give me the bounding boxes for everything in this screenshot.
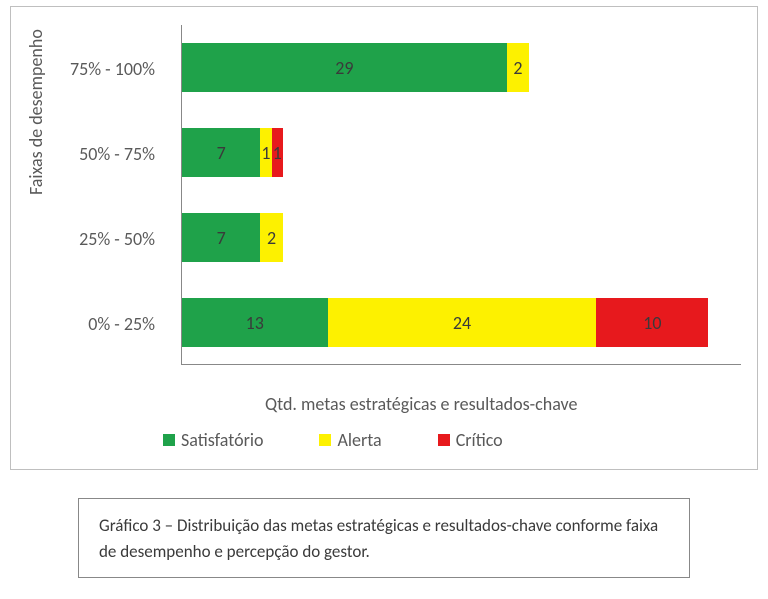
bar-segment-alerta: 2 <box>260 213 282 262</box>
category-label: 50% - 75% <box>35 143 155 165</box>
x-axis-title: Qtd. metas estratégicas e resultados-cha… <box>265 393 577 415</box>
legend-item: Alerta <box>319 429 381 451</box>
legend-label: Alerta <box>337 429 381 451</box>
legend-label: Crítico <box>456 429 503 451</box>
bar-segment-alerta: 2 <box>507 43 529 92</box>
bar-segment-alerta: 24 <box>328 298 597 347</box>
chart-row: 75% - 100%292 <box>182 25 741 110</box>
caption-text: Gráfico 3 – Distribuição das metas estra… <box>99 515 658 562</box>
legend-label: Satisfatório <box>181 429 263 451</box>
plot-area: 75% - 100%29250% - 75%71125% - 50%720% -… <box>181 25 741 365</box>
bar-group: 292 <box>182 43 529 92</box>
y-axis-title: Faixas de desempenho <box>25 29 47 195</box>
bar-group: 132410 <box>182 298 708 347</box>
chart-row: 0% - 25%132410 <box>182 280 741 365</box>
caption-prefix: Gráfico 3 – <box>99 515 177 536</box>
legend-swatch-icon <box>319 434 331 446</box>
chart-frame: Faixas de desempenho 75% - 100%29250% - … <box>10 6 758 470</box>
legend-swatch-icon <box>163 434 175 446</box>
chart-row: 25% - 50%72 <box>182 195 741 280</box>
bar-segment-crítico: 1 <box>272 128 283 177</box>
bar-segment-satisfatório: 7 <box>182 213 260 262</box>
bar-group: 711 <box>182 128 283 177</box>
category-label: 25% - 50% <box>35 228 155 250</box>
category-label: 75% - 100% <box>35 58 155 80</box>
legend-swatch-icon <box>438 434 450 446</box>
bar-segment-satisfatório: 7 <box>182 128 260 177</box>
bar-group: 72 <box>182 213 283 262</box>
chart-row: 50% - 75%711 <box>182 110 741 195</box>
bar-segment-satisfatório: 29 <box>182 43 507 92</box>
category-label: 0% - 25% <box>35 313 155 335</box>
caption-box: Gráfico 3 – Distribuição das metas estra… <box>78 498 690 578</box>
caption-body: Distribuição das metas estratégicas e re… <box>99 515 658 562</box>
legend-item: Satisfatório <box>163 429 263 451</box>
legend-item: Crítico <box>438 429 503 451</box>
bar-segment-crítico: 10 <box>596 298 708 347</box>
bar-segment-alerta: 1 <box>260 128 271 177</box>
legend: Satisfatório Alerta Crítico <box>163 429 503 451</box>
bar-segment-satisfatório: 13 <box>182 298 328 347</box>
